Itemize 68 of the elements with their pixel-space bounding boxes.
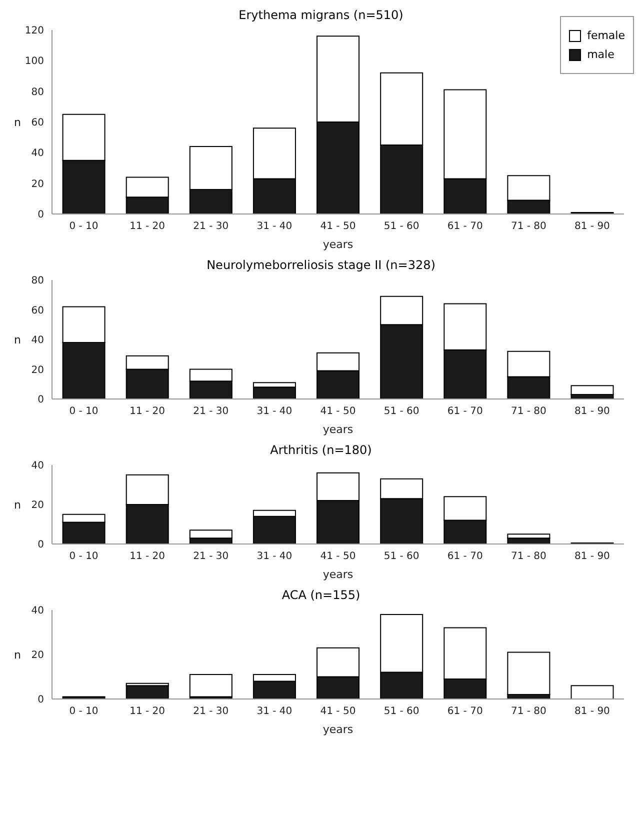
- y-tick-label: 0: [38, 540, 44, 551]
- y-tick-label: 80: [31, 276, 44, 287]
- y-tick-label: 40: [31, 460, 44, 472]
- y-axis-title: n: [14, 116, 21, 129]
- x-axis-title: years: [322, 723, 354, 736]
- x-tick-label: 0 - 10: [69, 551, 98, 562]
- x-tick-label: 11 - 20: [130, 221, 166, 232]
- x-tick-label: 71 - 80: [510, 221, 546, 232]
- x-tick-label: 61 - 70: [447, 706, 483, 718]
- y-axis-title: n: [14, 498, 21, 512]
- x-axis-title: years: [322, 568, 354, 581]
- x-tick-label: 21 - 30: [193, 706, 229, 718]
- x-tick-label: 41 - 50: [320, 406, 356, 418]
- y-tick-label: 100: [24, 56, 44, 68]
- y-tick-label: 60: [31, 118, 44, 129]
- x-tick-label: 21 - 30: [193, 406, 229, 418]
- y-tick-label: 0: [38, 694, 44, 706]
- y-tick-label: 120: [24, 26, 44, 37]
- x-tick-label: 21 - 30: [193, 551, 229, 562]
- x-tick-label: 81 - 90: [574, 406, 610, 418]
- x-tick-label: 81 - 90: [574, 221, 610, 232]
- legend-label: female: [587, 29, 625, 42]
- chart-title: ACA (n=155): [280, 588, 362, 602]
- x-tick-label: 41 - 50: [320, 221, 356, 232]
- x-tick-label: 31 - 40: [256, 406, 292, 418]
- x-tick-label: 0 - 10: [69, 406, 98, 418]
- x-tick-label: 31 - 40: [256, 221, 292, 232]
- y-tick-label: 20: [31, 650, 44, 662]
- y-tick-label: 80: [31, 86, 44, 98]
- x-axis-title: years: [322, 238, 354, 251]
- x-tick-label: 11 - 20: [130, 706, 166, 718]
- y-tick-label: 20: [31, 178, 44, 190]
- chart-title: Neurolymeborreliosis stage II (n=328): [206, 258, 436, 272]
- x-tick-label: 41 - 50: [320, 551, 356, 562]
- x-tick-label: 81 - 90: [574, 551, 610, 562]
- x-tick-label: 71 - 80: [510, 706, 546, 718]
- y-tick-label: 20: [31, 364, 44, 376]
- y-tick-label: 0: [38, 210, 44, 221]
- x-tick-label: 61 - 70: [447, 551, 483, 562]
- x-tick-label: 31 - 40: [256, 551, 292, 562]
- x-tick-label: 21 - 30: [193, 221, 229, 232]
- x-tick-label: 61 - 70: [447, 221, 483, 232]
- x-tick-label: 51 - 60: [384, 221, 420, 232]
- y-axis-title: n: [14, 648, 21, 662]
- x-tick-label: 0 - 10: [69, 221, 98, 232]
- y-tick-label: 60: [31, 305, 44, 316]
- x-tick-label: 41 - 50: [320, 706, 356, 718]
- y-axis-title: n: [14, 333, 21, 346]
- chart-title: Arthritis (n=180): [269, 443, 373, 457]
- x-tick-label: 51 - 60: [384, 706, 420, 718]
- x-tick-label: 71 - 80: [510, 551, 546, 562]
- x-tick-label: 61 - 70: [447, 406, 483, 418]
- y-tick-label: 40: [31, 335, 44, 346]
- legend-label: male: [587, 48, 614, 61]
- x-axis-title: years: [322, 423, 354, 436]
- x-tick-label: 51 - 60: [384, 551, 420, 562]
- y-tick-label: 40: [31, 606, 44, 617]
- y-tick-label: 0: [38, 394, 44, 406]
- chart-title: Erythema migrans (n=510): [238, 8, 404, 22]
- y-tick-label: 40: [31, 148, 44, 160]
- x-tick-label: 11 - 20: [130, 406, 166, 418]
- x-tick-label: 81 - 90: [574, 706, 610, 718]
- x-tick-label: 31 - 40: [256, 706, 292, 718]
- x-tick-label: 0 - 10: [69, 706, 98, 718]
- x-tick-label: 71 - 80: [510, 406, 546, 418]
- y-tick-label: 20: [31, 500, 44, 512]
- x-tick-label: 11 - 20: [130, 551, 166, 562]
- x-tick-label: 51 - 60: [384, 406, 420, 418]
